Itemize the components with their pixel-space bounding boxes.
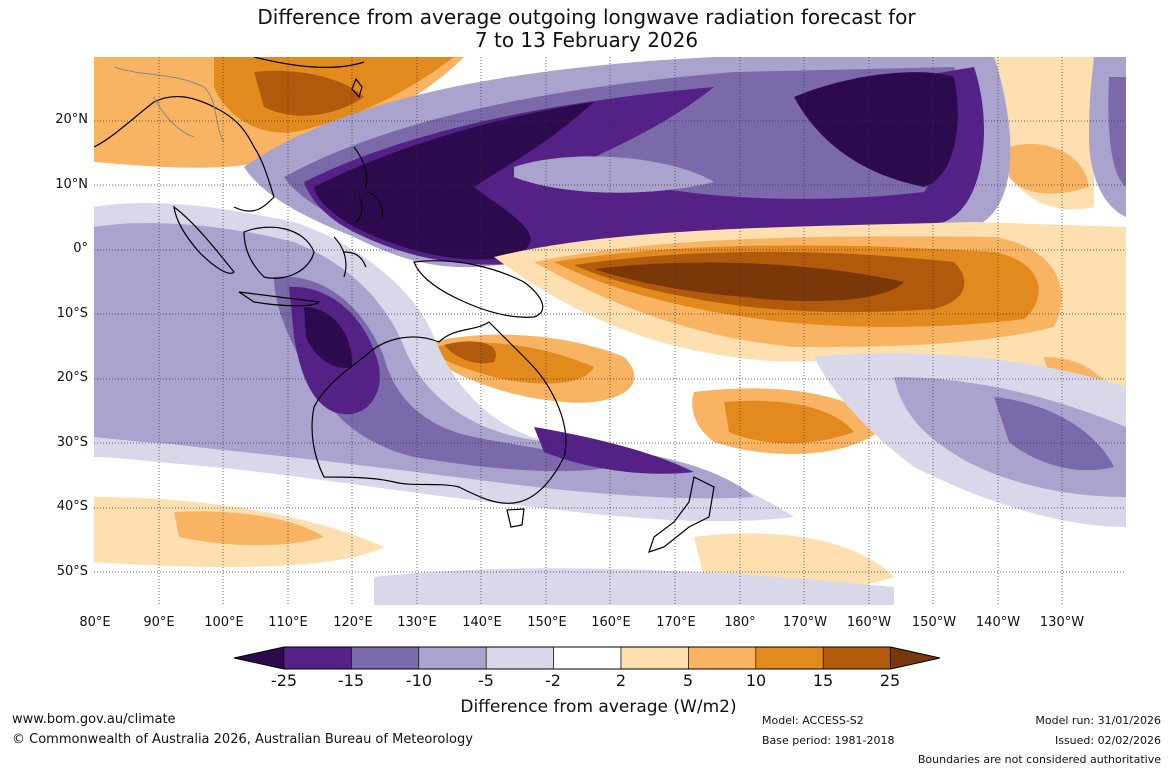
negative-anomaly-east-pacific-core xyxy=(994,397,1114,471)
colorbar-seg-0 xyxy=(234,646,285,670)
lon-label-140e: 140°E xyxy=(462,615,502,630)
lon-label-150e: 150°E xyxy=(527,615,567,630)
positive-anomaly-south-indian-core xyxy=(174,511,324,546)
colorbar-label: Difference from average (W/m2) xyxy=(460,697,737,717)
negative-anomaly-peak-central-pacific xyxy=(794,72,958,187)
lon-label-170w: 170°W xyxy=(782,615,828,630)
lon-label-180: 180° xyxy=(724,615,756,630)
colorbar-tick-2: -10 xyxy=(405,671,433,690)
disclaimer-text: Boundaries are not considered authoritat… xyxy=(917,753,1161,766)
colorbar-tick-1: -15 xyxy=(337,671,365,690)
colorbar-tick-9: 25 xyxy=(879,671,901,690)
borneo-outline xyxy=(243,226,315,279)
negative-anomaly-tasman xyxy=(534,427,694,474)
chart-title-line2: 7 to 13 February 2026 xyxy=(474,28,699,52)
lat-label-10s: 10°S xyxy=(56,306,88,321)
sulawesi-outline xyxy=(333,236,367,278)
lon-label-160e: 160°E xyxy=(591,615,631,630)
base-period: Base period: 1981-2018 xyxy=(762,734,895,747)
positive-anomaly-north-australia-peak xyxy=(444,341,496,364)
new-zealand-outline xyxy=(648,476,715,553)
colorbar-tick-3: -5 xyxy=(478,671,494,690)
sumatra-outline xyxy=(173,205,235,274)
lon-label-110e: 110°E xyxy=(268,615,308,630)
positive-anomaly-spcz-peak xyxy=(594,262,904,302)
positive-anomaly-core-ne xyxy=(1009,143,1089,194)
philippines-outline xyxy=(353,146,384,223)
new-guinea-outline xyxy=(413,260,544,318)
tasmania-outline xyxy=(506,508,525,528)
lon-label-160w: 160°W xyxy=(846,615,892,630)
positive-anomaly-peak-nw xyxy=(254,70,364,116)
issued-date: Issued: 02/02/2026 xyxy=(1054,734,1161,747)
copyright-text: © Commonwealth of Australia 2026, Austra… xyxy=(12,732,473,747)
gridlines xyxy=(94,57,1126,605)
lon-label-130w: 130°W xyxy=(1039,615,1085,630)
colorbar-seg-10 xyxy=(890,646,940,670)
website-link[interactable]: www.bom.gov.au/climate xyxy=(12,712,176,727)
lat-label-20n: 20°N xyxy=(55,112,88,127)
colorbar-seg-7 xyxy=(688,646,757,670)
colorbar-seg-9 xyxy=(822,646,891,670)
positive-anomaly-south-pacific-core xyxy=(724,400,854,444)
colorbar-seg-1 xyxy=(283,646,352,670)
colorbar-seg-6 xyxy=(620,646,689,670)
asia-coast-outline xyxy=(94,57,365,212)
negative-anomaly-australia-peak xyxy=(304,307,353,368)
colorbar-seg-5 xyxy=(553,646,622,670)
lat-label-40s: 40°S xyxy=(56,499,88,514)
model-run-date: Model run: 31/01/2026 xyxy=(1035,714,1161,727)
lon-label-140w: 140°W xyxy=(975,615,1021,630)
colorbar-seg-3 xyxy=(418,646,487,670)
colorbar-tick-4: -2 xyxy=(545,671,561,690)
colorbar-outline xyxy=(234,646,940,670)
colorbar-tick-0: -25 xyxy=(270,671,298,690)
lon-label-90e: 90°E xyxy=(143,615,175,630)
negative-anomaly-peak-philippines xyxy=(314,102,594,260)
lon-label-120e: 120°E xyxy=(333,615,373,630)
chart-title-line1: Difference from average outgoing longwav… xyxy=(257,5,916,29)
colorbar-tick-8: 15 xyxy=(812,671,834,690)
colorbar-seg-2 xyxy=(351,646,420,670)
colorbar-tick-7: 10 xyxy=(745,671,767,690)
australia-outline xyxy=(311,321,567,504)
lat-label-20s: 20°S xyxy=(56,370,88,385)
java-outline xyxy=(238,291,321,307)
lon-label-170e: 170°E xyxy=(656,615,696,630)
colorbar xyxy=(234,646,940,670)
colorbar-tick-6: 5 xyxy=(682,671,694,690)
model-name: Model: ACCESS-S2 xyxy=(762,714,864,727)
lon-label-130e: 130°E xyxy=(397,615,437,630)
anomaly-map xyxy=(94,57,1126,605)
colorbar-seg-8 xyxy=(755,646,824,670)
lon-label-100e: 100°E xyxy=(204,615,244,630)
lon-label-150w: 150°W xyxy=(911,615,957,630)
anomaly-map-svg xyxy=(94,57,1126,605)
weak-anomaly-central-north-pacific xyxy=(514,156,714,193)
taiwan-outline xyxy=(351,77,363,99)
negative-anomaly-far-south xyxy=(374,568,894,605)
colorbar-tick-5: 2 xyxy=(615,671,627,690)
negative-anomaly-south-indian xyxy=(94,387,334,447)
lat-label-10n: 10°N xyxy=(55,177,88,192)
colorbar-seg-4 xyxy=(485,646,554,670)
lat-label-50s: 50°S xyxy=(56,564,88,579)
lat-label-0: 0° xyxy=(73,241,88,256)
lat-label-30s: 30°S xyxy=(56,435,88,450)
lon-label-80e: 80°E xyxy=(79,615,111,630)
negative-anomaly-far-northeast-core xyxy=(1108,77,1126,187)
